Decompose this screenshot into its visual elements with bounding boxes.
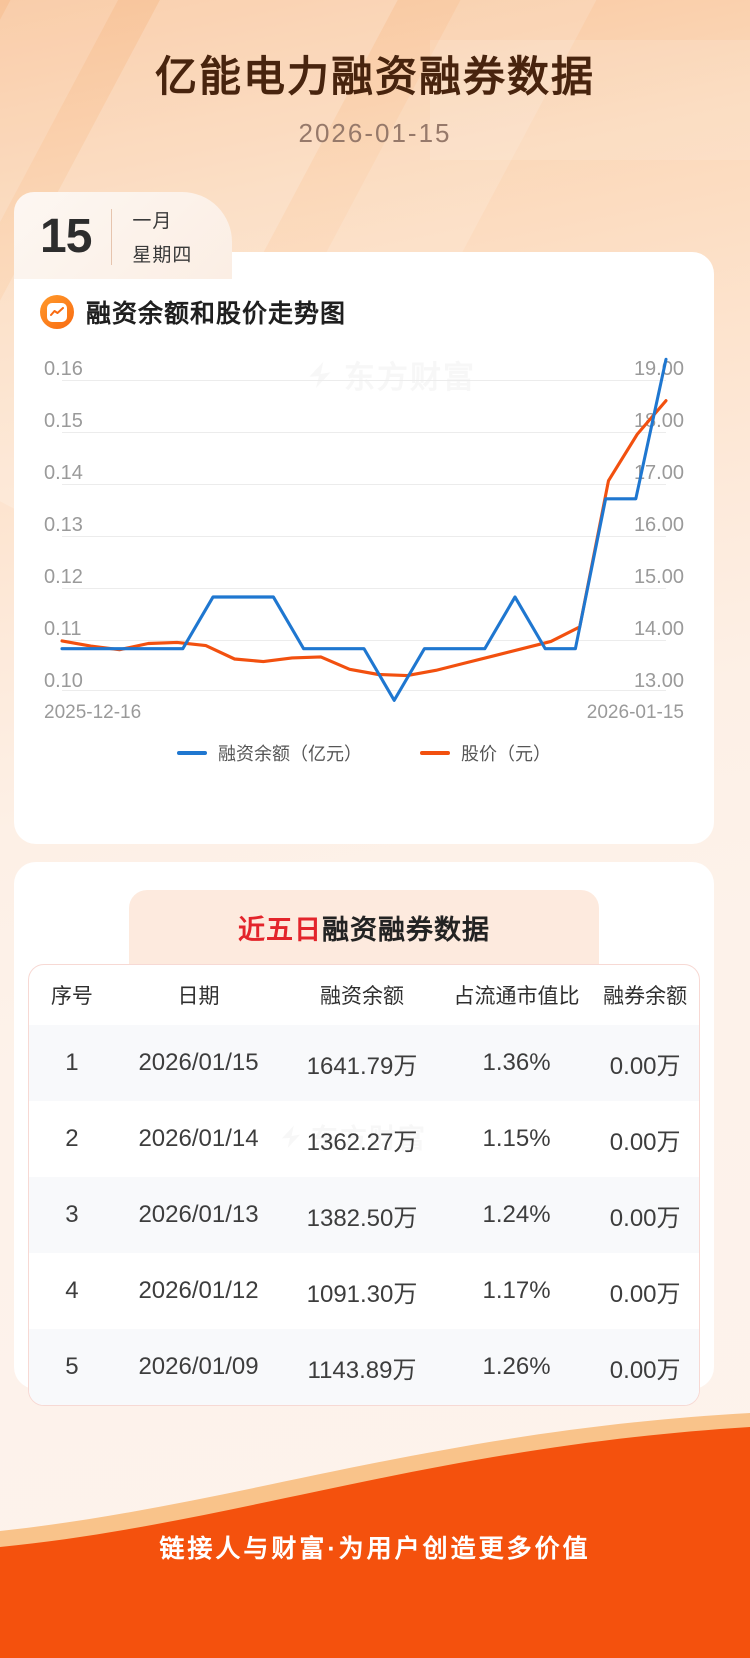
left-axis-tick: 0.10 <box>44 670 83 692</box>
date-weekday-label: 星期四 <box>132 245 193 266</box>
cell-balance: 1362.27万 <box>306 1128 418 1156</box>
watermark-text: 东方财富 <box>344 360 476 395</box>
gridline <box>62 690 666 691</box>
x-axis-end-label: 2026-01-15 <box>586 702 684 723</box>
table-header-row: 序号 日期 融资余额 占流通市值比 融券余额 <box>29 965 699 1025</box>
table-card: 近五日融资融券数据 东方财富 序号 日期 融资余额 占流通市值比 融券余额 1 … <box>14 862 714 1406</box>
left-axis-tick: 0.13 <box>44 514 83 536</box>
legend-swatch-price <box>420 751 450 755</box>
right-axis-tick: 16.00 <box>633 514 684 536</box>
cell-date: 2026/01/15 <box>138 1049 259 1076</box>
cell-ratio: 1.17% <box>482 1277 551 1304</box>
column-header-no: 序号 <box>50 985 93 1008</box>
table-row[interactable]: 2 2026/01/14 1362.27万 1.15% 0.00万 <box>29 1101 699 1177</box>
date-month-label: 一月 <box>132 211 173 232</box>
left-axis-tick: 0.11 <box>44 618 82 640</box>
cell-date: 2026/01/12 <box>138 1277 259 1304</box>
page-title: 亿能电力融资融券数据 <box>154 53 595 100</box>
cell-date: 2026/01/14 <box>138 1125 259 1152</box>
column-header-date: 日期 <box>177 985 220 1008</box>
financing-line-series <box>60 357 668 702</box>
right-axis-tick: 13.00 <box>633 670 684 692</box>
cell-short: 0.00万 <box>609 1128 681 1156</box>
legend-item-financing[interactable]: 融资余额（亿元） <box>177 740 362 766</box>
footer-slogan: 链接人与财富·为用户创造更多价值 <box>159 1535 591 1563</box>
table-row[interactable]: 3 2026/01/13 1382.50万 1.24% 0.00万 <box>29 1177 699 1253</box>
legend-label-financing: 融资余额（亿元） <box>218 744 362 764</box>
cell-no: 2 <box>65 1125 79 1152</box>
legend-label-price: 股价（元） <box>461 744 551 764</box>
left-axis-tick: 0.16 <box>44 358 83 380</box>
table-banner-title: 近五日融资融券数据 <box>238 908 490 947</box>
cell-ratio: 1.26% <box>482 1353 551 1380</box>
chart-title: 融资余额和股价走势图 <box>86 300 347 328</box>
cell-no: 4 <box>65 1277 79 1304</box>
table-banner: 近五日融资融券数据 <box>129 890 599 964</box>
cell-balance: 1143.89万 <box>307 1356 417 1384</box>
gridline <box>62 588 666 589</box>
cell-date: 2026/01/13 <box>138 1201 259 1228</box>
x-axis-start-label: 2025-12-16 <box>44 702 142 723</box>
data-table: 东方财富 序号 日期 融资余额 占流通市值比 融券余额 1 2026/01/15… <box>28 964 700 1406</box>
cell-balance: 1382.50万 <box>306 1204 418 1232</box>
watermark-text: 东方财富 <box>311 1124 427 1154</box>
gridline <box>62 380 666 381</box>
date-day-number: 15 <box>40 209 92 263</box>
chart-plot-wrapper: 东方财富 0.16 0.15 0.14 0.13 0.12 0.11 0.10 … <box>44 357 684 764</box>
table-row[interactable]: 4 2026/01/12 1091.30万 1.17% 0.00万 <box>29 1253 699 1329</box>
page-footer: 链接人与财富·为用户创造更多价值 <box>0 1413 750 1658</box>
cell-balance: 1641.79万 <box>306 1052 418 1080</box>
cell-short: 0.00万 <box>609 1356 681 1384</box>
chart-card: 融资余额和股价走势图 东方财富 0.16 0.15 0.14 0.13 0.12… <box>14 252 714 844</box>
legend-item-price[interactable]: 股价（元） <box>420 740 551 766</box>
cell-balance: 1091.30万 <box>306 1280 418 1308</box>
table-row[interactable]: 1 2026/01/15 1641.79万 1.36% 0.00万 <box>29 1025 699 1101</box>
left-axis-tick: 0.14 <box>44 462 83 484</box>
chart-line-icon <box>40 295 74 329</box>
legend-swatch-financing <box>177 751 207 755</box>
background-block <box>430 40 750 160</box>
cell-ratio: 1.24% <box>482 1201 551 1228</box>
left-axis-tick: 0.15 <box>44 410 83 432</box>
cell-no: 1 <box>65 1049 79 1076</box>
right-axis-tick: 18.00 <box>633 410 684 432</box>
right-axis-tick: 19.00 <box>633 358 684 380</box>
column-header-balance: 融资余额 <box>320 985 405 1008</box>
chart-header: 融资余额和股价走势图 <box>14 252 714 330</box>
cell-no: 3 <box>65 1201 79 1228</box>
chart-legend: 融资余额（亿元） 股价（元） <box>44 740 684 766</box>
right-axis-tick: 14.00 <box>633 618 684 640</box>
right-axis-tick: 15.00 <box>633 566 684 588</box>
cell-no: 5 <box>65 1353 79 1380</box>
gridline <box>62 536 666 537</box>
date-card: 15 一月 星期四 <box>14 192 233 279</box>
table-banner-rest: 融资融券数据 <box>322 914 490 945</box>
price-line-series <box>60 399 668 678</box>
chart-series-svg <box>60 357 668 702</box>
footer-wave-decoration <box>0 1413 750 1658</box>
table-watermark: 东方财富 <box>279 1117 427 1156</box>
table-banner-highlight: 近五日 <box>238 914 322 945</box>
column-header-ratio: 占流通市值比 <box>453 985 580 1008</box>
left-axis-tick: 0.12 <box>44 566 83 588</box>
table-row[interactable]: 5 2026/01/09 1143.89万 1.26% 0.00万 <box>29 1329 699 1405</box>
chart-plot-area <box>60 357 668 702</box>
cell-short: 0.00万 <box>609 1204 681 1232</box>
cell-short: 0.00万 <box>609 1280 681 1308</box>
cell-ratio: 1.36% <box>482 1049 551 1076</box>
gridline <box>62 432 666 433</box>
right-axis-tick: 17.00 <box>633 462 684 484</box>
page-subtitle-date: 2026-01-15 <box>298 117 452 148</box>
chart-watermark: 东方财富 <box>306 352 476 397</box>
page-header: 亿能电力融资融券数据 2026-01-15 <box>0 0 750 149</box>
cell-date: 2026/01/09 <box>138 1353 259 1380</box>
gridline <box>62 484 666 485</box>
cell-short: 0.00万 <box>609 1052 681 1080</box>
gridline <box>62 640 666 641</box>
date-text-group: 一月 星期四 <box>132 206 192 267</box>
date-divider <box>111 208 113 265</box>
column-header-short: 融券余额 <box>603 985 688 1008</box>
cell-ratio: 1.15% <box>482 1125 551 1152</box>
